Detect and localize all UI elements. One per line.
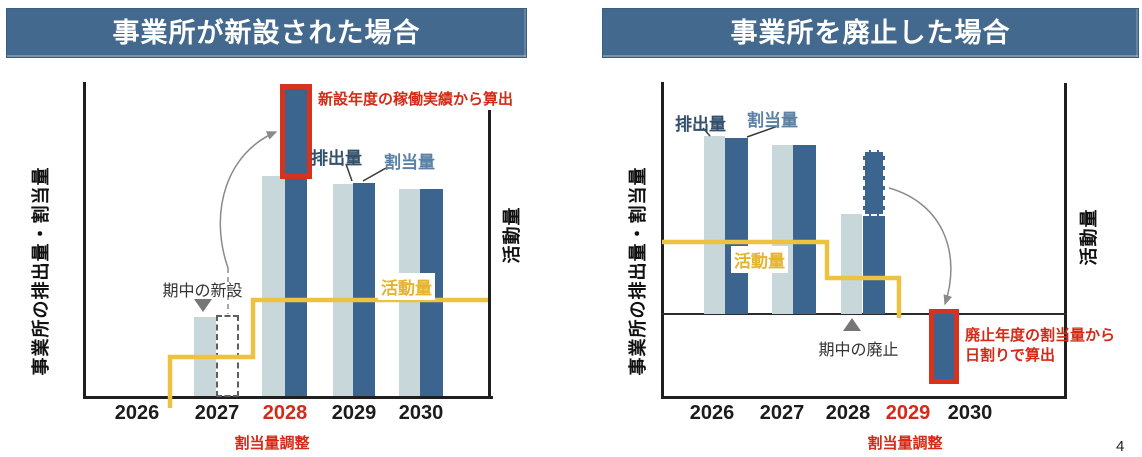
allocation-legend-label: 割当量 [384,153,435,172]
bar-2026-allocation [725,138,748,314]
left-y-axis [83,82,86,399]
x-label-2026: 2026 [689,402,735,424]
secondary-axis-label: 活動量 [502,206,522,264]
allocation-adjustment-note: 割当量調整 [867,435,943,452]
x-label-2029: 2029 [331,402,377,424]
bar-2028-allocation-dashed-top [863,150,885,216]
x-label-2028-highlight: 2028 [262,402,308,424]
x-label-2030: 2030 [947,402,993,424]
bar-2026-emission [704,136,725,314]
allocation-label-leader [362,167,387,182]
bar-2027-allocation [793,145,816,314]
bar-2028-emission [262,176,285,396]
emission-legend-label: 排出量 [675,115,726,134]
mid-period-event-label: 期中の新設 [162,283,243,300]
bar-2028-highlight-red-box [280,84,312,179]
bar-2028-emission [841,214,862,314]
x-label-2029-highlight: 2029 [885,402,931,424]
panel-abolishment: 事業所の排出量・割当量 活動量 排出量 割当量 活動量 期中の廃止 廃止年度の割… [571,60,1142,457]
calc-note-red: 新設年度の稼働実績から算出 [318,91,514,108]
triangle-down-icon [194,299,212,312]
mid-period-event-label: 期中の廃止 [818,342,899,359]
x-label-2027: 2027 [194,402,240,424]
x-label-2026: 2026 [114,402,160,424]
allocation-legend-label: 割当量 [747,111,798,130]
calc-note-line1: 廃止年度の割当量から [965,327,1116,344]
calc-note-red: 廃止年度の割当量から 日割りで算出 [965,326,1115,366]
curved-arrow [888,187,953,306]
page-number: 4 [1116,438,1125,455]
x-label-2028: 2028 [825,402,871,424]
bar-2029-allocation-negative-red-box [929,309,959,384]
right-y-axis [488,110,491,399]
triangle-up-icon [843,318,861,331]
left-y-axis [661,82,664,399]
x-label-2027: 2027 [759,402,805,424]
y-axis-label: 事業所の排出量・割当量 [31,166,51,376]
x-axis [83,396,493,399]
activity-legend-label: 活動量 [731,246,788,273]
left-panel-title-banner: 事業所が新設された場合 [6,8,527,58]
bar-2028-allocation [863,215,885,314]
right-y-axis [1064,83,1067,399]
y-axis-label: 事業所の排出量・割当量 [628,166,648,376]
calc-note-line2: 日割りで算出 [965,347,1056,364]
secondary-axis-label: 活動量 [1079,208,1099,266]
activity-legend-label: 活動量 [378,273,435,300]
x-axis [661,396,1067,399]
panel-new-establishment: 事業所の排出量・割当量 活動量 新設年度の稼働実績から算出 排出量 割当量 活動… [0,60,571,457]
bar-2027-allocation-dashed [216,315,239,397]
right-panel-title-banner: 事業所を廃止した場合 [602,8,1139,58]
bar-2027-emission [772,145,793,314]
bar-2027-emission [194,317,216,396]
bar-2029-allocation [353,183,375,396]
allocation-adjustment-note: 割当量調整 [234,435,310,452]
emission-legend-label: 排出量 [311,149,362,168]
bar-2029-emission [333,184,353,396]
x-label-2030: 2030 [398,402,444,424]
